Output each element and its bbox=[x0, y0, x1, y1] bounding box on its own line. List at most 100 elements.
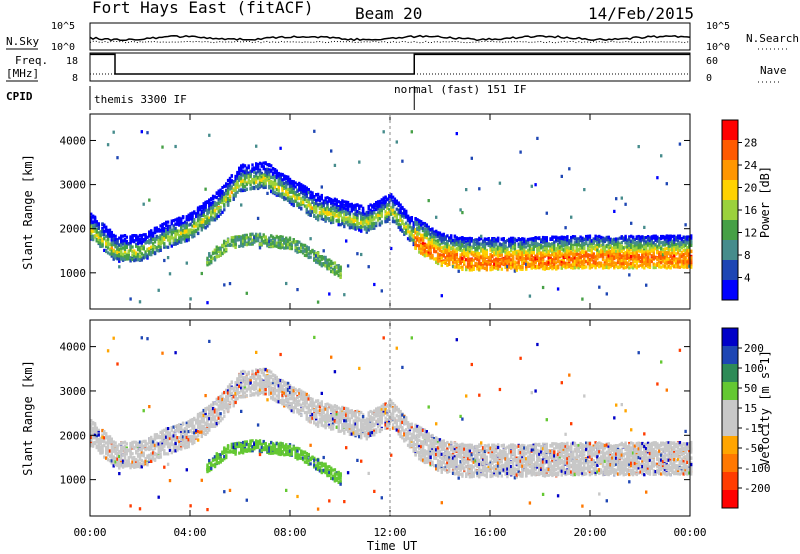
power-cell bbox=[384, 215, 387, 219]
power-cell bbox=[106, 239, 110, 243]
power-cell bbox=[283, 196, 286, 200]
power-cell bbox=[208, 204, 211, 208]
power-cell bbox=[249, 175, 252, 179]
power-cell bbox=[101, 239, 104, 243]
power-cell bbox=[121, 246, 125, 250]
power-cell bbox=[105, 225, 108, 229]
power-cell bbox=[151, 248, 155, 252]
freq-label: Freq. bbox=[15, 54, 48, 67]
power-cell bbox=[320, 264, 323, 268]
power-cell bbox=[414, 217, 417, 221]
power-cell bbox=[213, 257, 217, 261]
power-cell bbox=[331, 199, 335, 203]
power-cell bbox=[526, 240, 530, 244]
power-cell bbox=[343, 216, 346, 220]
power-cell bbox=[412, 240, 415, 244]
power-cell bbox=[172, 224, 175, 228]
power-cell bbox=[275, 244, 278, 248]
power-cell bbox=[367, 215, 370, 219]
power-cell bbox=[275, 172, 278, 176]
power-cell bbox=[397, 222, 400, 227]
power-cell bbox=[594, 247, 597, 251]
power-cell bbox=[528, 250, 532, 254]
power-cell bbox=[127, 242, 130, 246]
power-cell bbox=[513, 250, 517, 254]
power-cell bbox=[288, 190, 292, 194]
power-cell bbox=[478, 257, 481, 262]
power-cell bbox=[324, 264, 327, 268]
power-cell bbox=[161, 237, 164, 241]
power-cell bbox=[153, 240, 157, 244]
power-cell bbox=[97, 233, 100, 237]
power-cell bbox=[215, 196, 218, 200]
power-cell bbox=[500, 267, 503, 271]
power-cell bbox=[215, 202, 218, 207]
power-cell bbox=[538, 243, 541, 247]
power-cell bbox=[337, 217, 340, 221]
power-cell bbox=[382, 130, 385, 134]
power-cell bbox=[333, 198, 337, 202]
power-cell bbox=[95, 228, 98, 232]
power-cell bbox=[376, 218, 380, 222]
power-cell bbox=[541, 249, 545, 253]
power-cell bbox=[125, 235, 128, 239]
power-cell bbox=[135, 253, 138, 257]
power-cell bbox=[226, 197, 230, 201]
power-cell bbox=[271, 174, 275, 178]
power-cell bbox=[234, 179, 237, 183]
power-cell bbox=[573, 242, 577, 246]
power-cell bbox=[481, 245, 485, 249]
power-cell bbox=[187, 214, 190, 218]
power-cell bbox=[300, 191, 303, 195]
power-cell bbox=[95, 230, 98, 234]
power-cell bbox=[455, 247, 458, 251]
power-cell bbox=[528, 262, 532, 266]
power-cell bbox=[262, 177, 265, 181]
power-cell bbox=[249, 232, 252, 237]
power-cell bbox=[461, 257, 464, 261]
power-cell bbox=[391, 205, 395, 209]
power-cell bbox=[532, 251, 535, 255]
power-cell bbox=[513, 267, 517, 271]
power-cell bbox=[549, 258, 552, 262]
power-cell bbox=[480, 237, 483, 241]
power-cell bbox=[483, 250, 487, 254]
power-cell bbox=[399, 225, 402, 230]
power-cell bbox=[279, 246, 282, 250]
power-cell bbox=[453, 243, 457, 247]
power-cell bbox=[232, 181, 235, 185]
power-cell bbox=[466, 252, 470, 256]
power-cell bbox=[326, 210, 329, 214]
power-cell bbox=[438, 231, 442, 235]
power-cell bbox=[337, 219, 340, 223]
power-cell bbox=[331, 217, 335, 221]
power-cell bbox=[570, 239, 573, 243]
power-cell bbox=[298, 240, 301, 244]
power-cell bbox=[159, 242, 162, 246]
power-cell bbox=[292, 180, 295, 184]
power-cell bbox=[114, 243, 117, 247]
power-cell bbox=[142, 202, 145, 206]
power-cell bbox=[476, 241, 479, 245]
cpid-label: CPID bbox=[6, 90, 33, 103]
power-cell bbox=[324, 207, 327, 211]
power-cell bbox=[573, 237, 577, 241]
power-cell bbox=[202, 202, 205, 206]
power-cell bbox=[303, 192, 307, 196]
power-cell bbox=[384, 196, 387, 200]
power-cell bbox=[414, 240, 417, 244]
power-cell bbox=[202, 220, 205, 224]
power-cell bbox=[489, 246, 492, 250]
power-cell bbox=[459, 243, 462, 247]
power-cell bbox=[322, 212, 325, 216]
power-cell bbox=[436, 239, 440, 243]
power-cell bbox=[189, 230, 192, 235]
power-cell bbox=[420, 242, 423, 246]
power-cell bbox=[266, 177, 269, 182]
power-cell bbox=[345, 212, 348, 216]
power-cell bbox=[210, 255, 213, 259]
power-cell bbox=[348, 223, 352, 227]
power-cell bbox=[541, 262, 545, 266]
power-cell bbox=[519, 246, 522, 250]
power-cell bbox=[348, 216, 352, 220]
